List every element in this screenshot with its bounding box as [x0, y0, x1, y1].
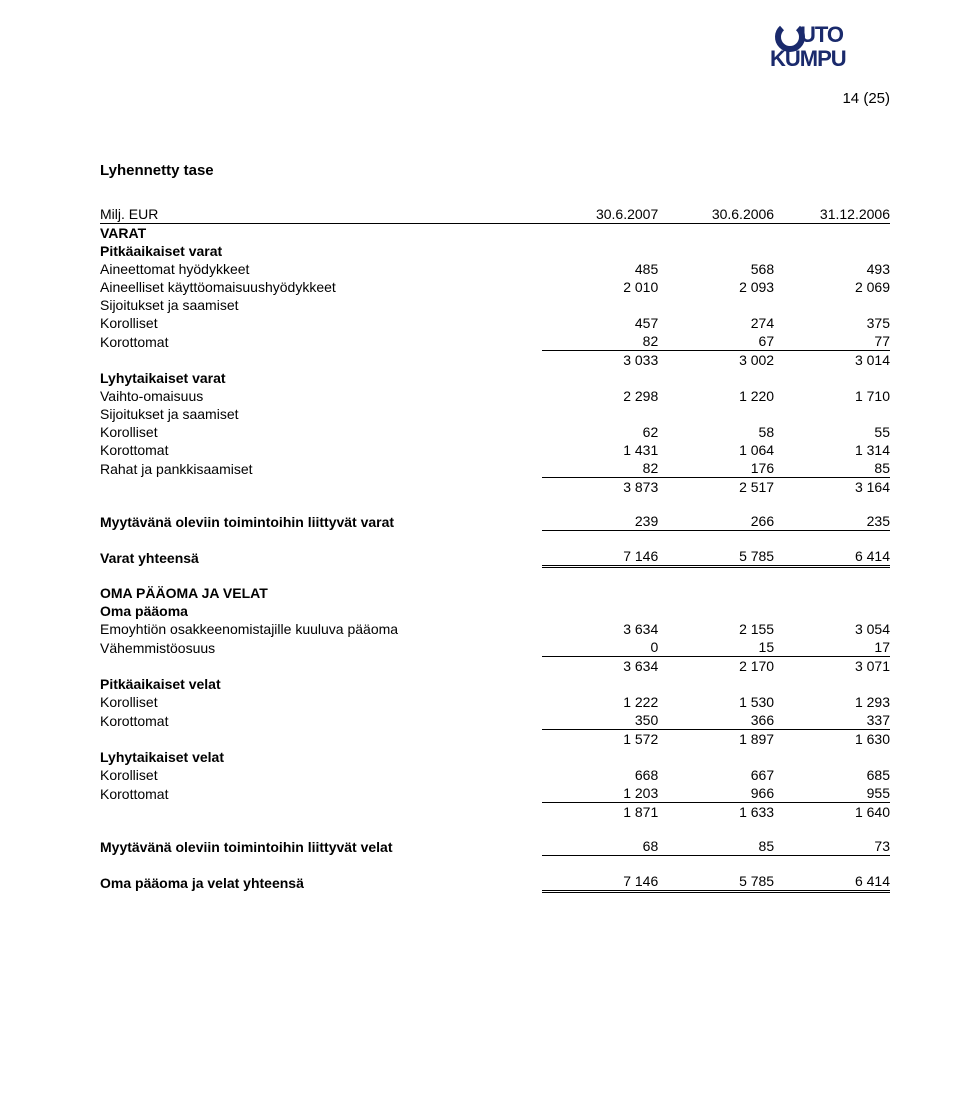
table-header-row: Milj. EUR 30.6.2007 30.6.2006 31.12.2006: [100, 205, 890, 224]
section-current-liab: Lyhytaikaiset velat: [100, 748, 890, 766]
section-non-current-assets: Pitkäaikaiset varat: [100, 242, 890, 260]
row-ppe: Aineelliset käyttöomaisuushyödykkeet 2 0…: [100, 278, 890, 296]
row-investments2-heading: Sijoitukset ja saamiset: [100, 405, 890, 423]
row-ncl-noninterest: Korottomat 350 366 337: [100, 711, 890, 730]
row-assets-total: Varat yhteensä 7 146 5 785 6 414: [100, 547, 890, 567]
row-cl-total: 1 871 1 633 1 640: [100, 803, 890, 822]
row-minority: Vähemmistöosuus 0 15 17: [100, 638, 890, 657]
section-equity: Oma pääoma: [100, 602, 890, 620]
col-3-header: 31.12.2006: [774, 205, 890, 224]
page: UTO KUMPU 14 (25) Lyhennetty tase Milj. …: [0, 0, 960, 1113]
col-2-header: 30.6.2006: [658, 205, 774, 224]
table-title: Lyhennetty tase: [100, 162, 890, 179]
row-non-current-total: 3 033 3 002 3 014: [100, 351, 890, 370]
section-equity-liab: OMA PÄÄOMA JA VELAT: [100, 584, 890, 602]
page-number: 14 (25): [842, 90, 890, 107]
svg-text:UTO: UTO: [800, 22, 844, 47]
row-intangibles: Aineettomat hyödykkeet 485 568 493: [100, 260, 890, 278]
row-cur-interest: Korolliset 62 58 55: [100, 423, 890, 441]
row-cur-noninterest: Korottomat 1 431 1 064 1 314: [100, 441, 890, 459]
row-current-total: 3 873 2 517 3 164: [100, 478, 890, 497]
row-grand-total: Oma pääoma ja velat yhteensä 7 146 5 785…: [100, 872, 890, 892]
row-ncl-interest: Korolliset 1 222 1 530 1 293: [100, 693, 890, 711]
row-inventories: Vaihto-omaisuus 2 298 1 220 1 710: [100, 387, 890, 405]
row-investments-heading: Sijoitukset ja saamiset: [100, 296, 890, 314]
unit-label: Milj. EUR: [100, 205, 542, 224]
row-cl-interest: Korolliset 668 667 685: [100, 766, 890, 784]
content-area: Lyhennetty tase Milj. EUR 30.6.2007 30.6…: [100, 162, 890, 893]
svg-text:KUMPU: KUMPU: [770, 46, 846, 71]
row-held-for-sale-assets: Myytävänä oleviin toimintoihin liittyvät…: [100, 512, 890, 531]
col-1-header: 30.6.2007: [542, 205, 658, 224]
row-cash: Rahat ja pankkisaamiset 82 176 85: [100, 459, 890, 478]
section-current-assets: Lyhytaikaiset varat: [100, 369, 890, 387]
row-non-interest-bearing: Korottomat 82 67 77: [100, 332, 890, 351]
row-parent-equity: Emoyhtiön osakkeenomistajille kuuluva pä…: [100, 620, 890, 638]
row-ncl-total: 1 572 1 897 1 630: [100, 730, 890, 749]
row-equity-total: 3 634 2 170 3 071: [100, 657, 890, 676]
row-cl-noninterest: Korottomat 1 203 966 955: [100, 784, 890, 803]
section-non-current-liab: Pitkäaikaiset velat: [100, 675, 890, 693]
row-held-for-sale-liab: Myytävänä oleviin toimintoihin liittyvät…: [100, 837, 890, 856]
row-interest-bearing: Korolliset 457 274 375: [100, 314, 890, 332]
outokumpu-logo: UTO KUMPU: [770, 18, 890, 74]
section-varat: VARAT: [100, 224, 890, 243]
balance-sheet-table: Milj. EUR 30.6.2007 30.6.2006 31.12.2006…: [100, 205, 890, 893]
